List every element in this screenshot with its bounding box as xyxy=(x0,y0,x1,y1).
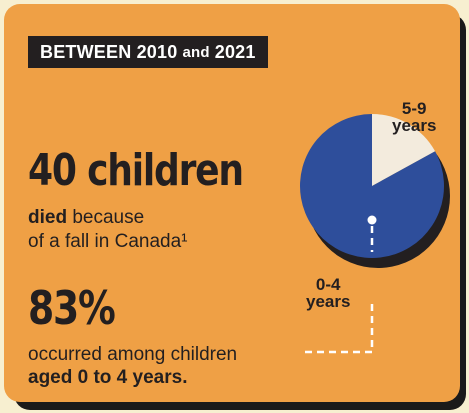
infographic-card: BETWEEN 2010 and 2021 40 children died b… xyxy=(4,4,460,402)
pie-chart xyxy=(299,113,450,354)
label-0-4-line1: 0-4 xyxy=(315,275,341,294)
banner-end: 2021 xyxy=(214,41,256,62)
stat1-rest: because xyxy=(67,207,145,228)
pie-slice-5-9-years xyxy=(372,114,436,186)
date-range-banner: BETWEEN 2010 and 2021 xyxy=(28,36,268,68)
banner-and: and xyxy=(182,43,210,61)
stat1-line1: died because xyxy=(28,207,144,229)
label-5-9-line1: 5-9 xyxy=(401,99,427,118)
pie-slice-0-4-years xyxy=(299,113,444,259)
banner-start: BETWEEN 2010 xyxy=(40,41,178,62)
stat1-bold: died xyxy=(28,207,68,228)
label-0-4: 0-4 years xyxy=(306,276,350,310)
connector-line xyxy=(304,226,374,354)
children-count: 40 children xyxy=(28,145,244,196)
label-5-9: 5-9 years xyxy=(392,100,436,134)
percent-value: 83% xyxy=(28,281,116,335)
stat2-line1: occurred among children xyxy=(28,344,238,365)
stat2-line2: aged 0 to 4 years. xyxy=(28,367,188,388)
label-5-9-line2: years xyxy=(392,116,437,135)
connector-dot xyxy=(367,215,377,225)
stat1-line2: of a fall in Canada¹ xyxy=(28,231,188,252)
label-0-4-line2: years xyxy=(306,292,351,311)
